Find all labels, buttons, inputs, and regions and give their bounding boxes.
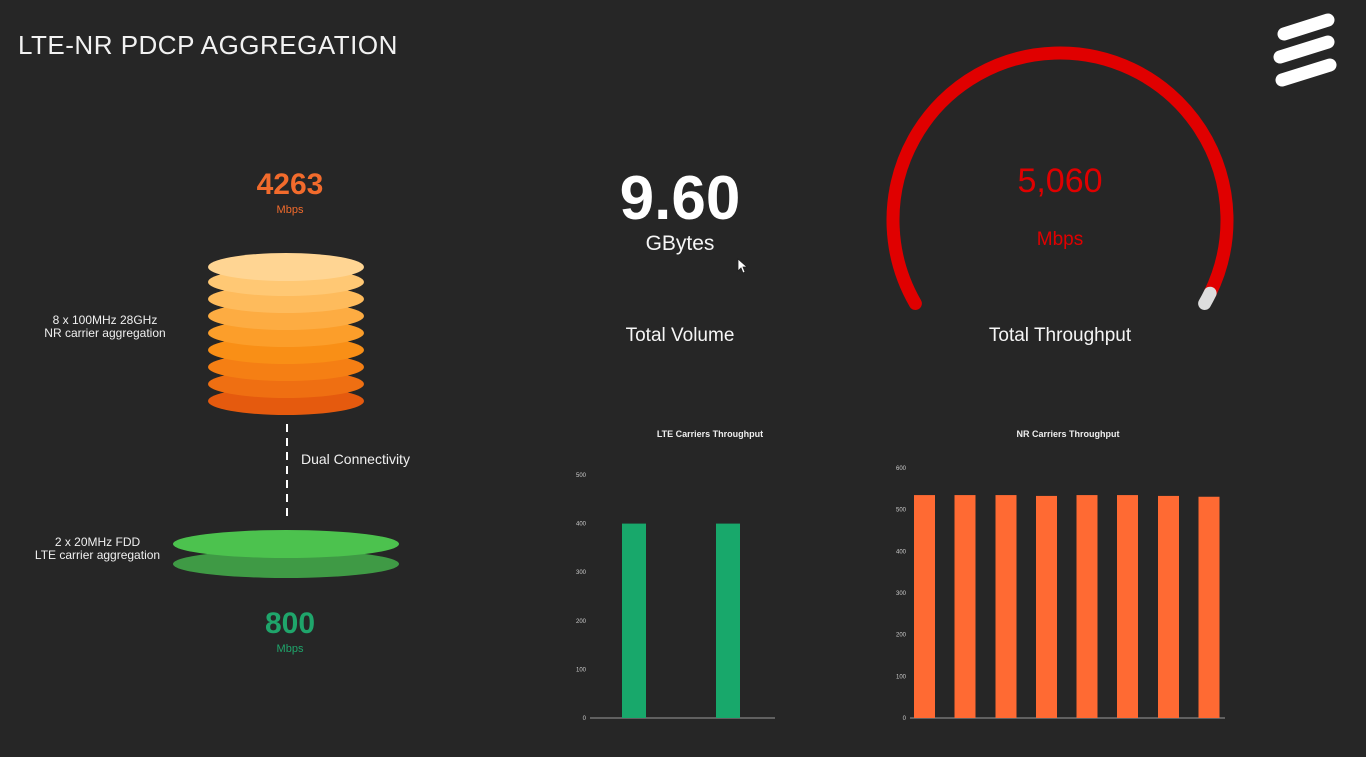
nr-carriers-chart: 0 100 200 300 400 500 600 xyxy=(896,466,1225,722)
y-tick-label: 300 xyxy=(576,570,587,576)
y-tick-label: 200 xyxy=(896,633,907,639)
lte-throughput-unit: Mbps xyxy=(276,643,304,655)
dual-connectivity-label: Dual Connectivity xyxy=(301,451,410,467)
lte-chart-title: LTE Carriers Throughput xyxy=(656,429,764,439)
bar xyxy=(1076,495,1098,718)
lte-desc-line2: LTE carrier aggregation xyxy=(34,548,161,562)
y-tick-label: 600 xyxy=(896,466,907,472)
lte-throughput-value: 800 xyxy=(264,607,316,640)
page-title: LTE-NR PDCP AGGREGATION xyxy=(18,30,398,60)
throughput-gauge xyxy=(886,46,1234,310)
total-throughput-label: Total Throughput xyxy=(988,325,1132,346)
bar xyxy=(954,495,976,718)
bar xyxy=(622,523,646,718)
y-tick-label: 0 xyxy=(583,716,587,722)
bar xyxy=(1158,495,1179,718)
dual-connectivity-line xyxy=(286,424,288,520)
y-tick-label: 100 xyxy=(896,674,907,680)
bar xyxy=(914,495,935,718)
y-tick-label: 100 xyxy=(576,667,587,673)
bar xyxy=(1198,496,1220,718)
y-tick-label: 500 xyxy=(896,508,907,514)
bar xyxy=(1117,495,1138,718)
nr-carrier-stack-icon xyxy=(208,253,364,415)
y-tick-label: 500 xyxy=(576,473,587,479)
total-volume-value: 9.60 xyxy=(619,164,741,233)
total-throughput-unit: Mbps xyxy=(1036,229,1084,250)
gauge-track xyxy=(886,46,1234,310)
ericsson-logo-icon xyxy=(1273,13,1337,87)
nr-desc-line1: 8 x 100MHz 28GHz xyxy=(52,313,158,327)
total-volume-unit: GBytes xyxy=(645,232,715,255)
mouse-cursor-icon xyxy=(737,258,749,274)
nr-desc-line2: NR carrier aggregation xyxy=(44,326,166,340)
y-tick-label: 400 xyxy=(896,549,907,555)
lte-carriers-chart: 0 100 200 300 400 500 xyxy=(576,473,775,722)
lte-desc-line1: 2 x 20MHz FDD xyxy=(54,535,141,549)
y-tick-label: 200 xyxy=(576,619,587,625)
lte-carrier-stack-icon xyxy=(173,530,399,578)
total-volume-label: Total Volume xyxy=(625,325,735,346)
nr-chart-title: NR Carriers Throughput xyxy=(1016,429,1120,439)
y-tick-label: 300 xyxy=(896,591,907,597)
bar xyxy=(995,495,1017,718)
nr-throughput-unit: Mbps xyxy=(276,204,304,216)
y-tick-label: 0 xyxy=(903,716,907,722)
y-tick-label: 400 xyxy=(576,522,587,528)
nr-throughput-value: 4263 xyxy=(256,168,324,201)
lte-carrier-desc: 2 x 20MHz FDD LTE carrier aggregation xyxy=(25,536,170,562)
bar xyxy=(716,523,740,718)
total-throughput-value: 5,060 xyxy=(1017,162,1103,200)
bar xyxy=(1036,495,1057,718)
nr-carrier-desc: 8 x 100MHz 28GHz NR carrier aggregation xyxy=(25,314,185,340)
